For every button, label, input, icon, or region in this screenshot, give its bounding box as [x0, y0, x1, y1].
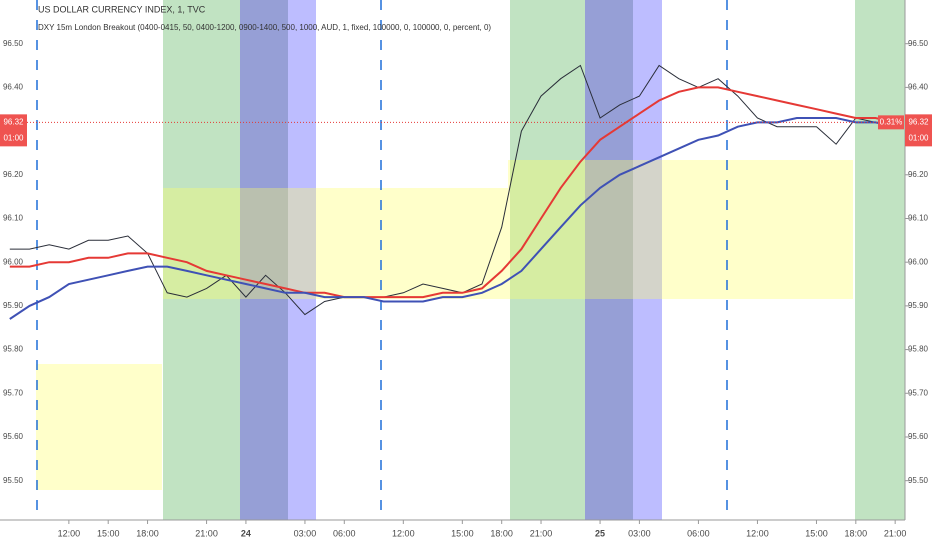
- x-tick-label: 18:00: [136, 528, 159, 538]
- x-tick-label: 15:00: [805, 528, 828, 538]
- range-box: [36, 364, 162, 490]
- y-tick-label: 96.20: [3, 170, 24, 179]
- y-tick-label: 95.70: [3, 388, 24, 397]
- x-tick-label: 18:00: [490, 528, 513, 538]
- price-tag-label: 96.32: [3, 117, 24, 126]
- y-tick-label: 95.50: [908, 476, 929, 485]
- y-tick-label: 96.20: [908, 170, 929, 179]
- x-tick-label: 12:00: [746, 528, 769, 538]
- x-tick-label: 21:00: [530, 528, 553, 538]
- y-tick-label: 96.10: [908, 214, 929, 223]
- chart-title: US DOLLAR CURRENCY INDEX, 1, TVC: [38, 4, 206, 14]
- x-tick-label: 24: [241, 528, 251, 538]
- y-tick-label: 96.00: [908, 257, 929, 266]
- countdown-label: 01:00: [3, 133, 24, 142]
- session-band: [288, 0, 316, 520]
- x-tick-label: 12:00: [392, 528, 415, 538]
- y-tick-label: 95.60: [3, 432, 24, 441]
- y-tick-label: 95.80: [3, 345, 24, 354]
- y-tick-label: 95.70: [908, 388, 929, 397]
- y-tick-label: 95.50: [3, 476, 24, 485]
- change-tag: [878, 115, 904, 130]
- y-tick-label: 95.90: [3, 301, 24, 310]
- session-band: [633, 0, 662, 520]
- countdown-label: 01:00: [908, 133, 929, 142]
- x-tick-label: 15:00: [451, 528, 474, 538]
- x-tick-label: 21:00: [195, 528, 218, 538]
- y-tick-label: 96.10: [3, 214, 24, 223]
- indicator-label: DXY 15m London Breakout (0400-0415, 50, …: [38, 23, 491, 32]
- y-tick-label: 95.90: [908, 301, 929, 310]
- x-tick-label: 18:00: [845, 528, 868, 538]
- session-band: [585, 0, 633, 520]
- x-tick-label: 06:00: [687, 528, 710, 538]
- plot: 95.50 95.50 95.60 95.60 95.70 95.70 95.80 95.80…: [0, 39, 929, 538]
- session-band: [240, 0, 288, 520]
- x-tick-label: 12:00: [58, 528, 81, 538]
- y-tick-label: 95.60: [908, 432, 929, 441]
- y-tick-label: 96.50: [3, 39, 24, 48]
- x-tick-label: 06:00: [333, 528, 356, 538]
- session-band: [510, 0, 585, 520]
- y-tick-label: 96.00: [3, 257, 24, 266]
- y-tick-label: 96.40: [908, 83, 929, 92]
- price-tag: [905, 114, 932, 147]
- series-line: [9, 117, 896, 320]
- range-box: [163, 188, 508, 299]
- price-tag: [0, 114, 27, 147]
- series-line: [9, 86, 896, 299]
- y-tick-label: 96.40: [3, 83, 24, 92]
- session-band: [855, 0, 905, 520]
- x-tick-label: 15:00: [97, 528, 120, 538]
- x-tick-label: 03:00: [294, 528, 317, 538]
- change-label: 0.31%: [880, 117, 903, 126]
- x-tick-label: 25: [595, 528, 605, 538]
- price-tag-label: 96.32: [908, 117, 929, 126]
- x-tick-label: 03:00: [628, 528, 651, 538]
- series-line: [9, 64, 896, 316]
- y-tick-label: 96.50: [908, 39, 929, 48]
- x-tick-label: 21:00: [884, 528, 907, 538]
- y-tick-label: 95.80: [908, 345, 929, 354]
